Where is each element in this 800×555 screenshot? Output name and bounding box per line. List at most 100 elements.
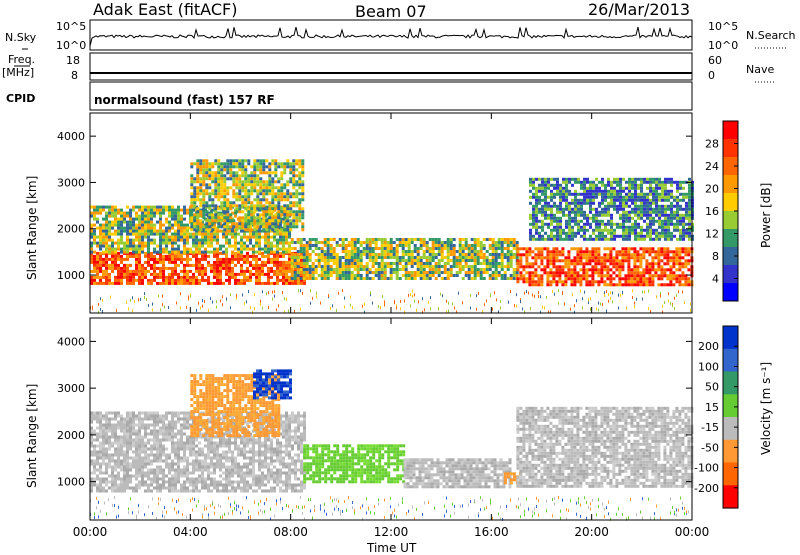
noise-cell [492, 308, 493, 311]
data-cell [147, 264, 150, 267]
data-cell [655, 214, 658, 217]
data-cell [486, 238, 489, 241]
data-cell [259, 225, 262, 228]
noise-cell [102, 299, 103, 302]
data-cell [447, 268, 450, 271]
data-cell [120, 255, 123, 258]
data-cell [583, 193, 586, 196]
data-cell [522, 265, 525, 268]
data-cell [456, 274, 459, 277]
data-cell [189, 251, 192, 254]
data-cell [390, 253, 393, 256]
data-cell [102, 472, 105, 475]
data-cell [258, 242, 261, 245]
data-cell [228, 282, 231, 285]
data-cell [372, 262, 375, 265]
data-cell [643, 199, 646, 202]
data-cell [150, 239, 153, 242]
data-cell [634, 220, 637, 223]
data-cell [550, 190, 553, 193]
data-cell [541, 211, 544, 214]
data-cell [607, 196, 610, 199]
data-cell [105, 430, 108, 433]
data-cell [192, 245, 195, 248]
data-cell [589, 235, 592, 238]
data-cell [259, 180, 262, 183]
data-cell [607, 214, 610, 217]
data-cell [642, 283, 645, 286]
data-cell [108, 430, 111, 433]
data-cell [673, 181, 676, 184]
noise-cell [508, 301, 509, 304]
data-cell [283, 225, 286, 228]
data-cell [501, 277, 504, 280]
data-cell [190, 180, 193, 183]
data-cell [550, 211, 553, 214]
data-cell [213, 267, 216, 270]
data-cell [486, 265, 489, 268]
data-cell [249, 242, 252, 245]
data-cell [132, 230, 135, 233]
data-cell [235, 204, 238, 207]
noise-cell [404, 300, 405, 303]
data-cell [507, 244, 510, 247]
data-cell [544, 184, 547, 187]
data-cell [147, 227, 150, 230]
data-cell [234, 252, 237, 255]
data-cell [226, 207, 229, 210]
data-cell [541, 235, 544, 238]
data-cell [637, 199, 640, 202]
data-cell [96, 463, 99, 466]
noise-cell [330, 307, 331, 310]
data-cell [411, 250, 414, 253]
data-cell [586, 193, 589, 196]
data-cell [265, 228, 268, 231]
data-cell [607, 232, 610, 235]
data-cell [498, 262, 501, 265]
data-cell [633, 250, 636, 253]
data-cell [234, 248, 237, 251]
data-cell [279, 236, 282, 239]
data-cell [168, 282, 171, 285]
data-cell [549, 283, 552, 286]
data-cell [619, 178, 622, 181]
data-cell [438, 262, 441, 265]
data-cell [336, 253, 339, 256]
data-cell [354, 265, 357, 268]
data-cell [571, 199, 574, 202]
data-cell [162, 267, 165, 270]
data-cell [232, 162, 235, 165]
data-cell [277, 213, 280, 216]
data-cell [547, 235, 550, 238]
colorbar-segment [723, 283, 738, 302]
data-cell [138, 224, 141, 227]
data-cell [327, 250, 330, 253]
data-cell [285, 233, 288, 236]
data-cell [594, 247, 597, 250]
noise-cell [538, 295, 539, 298]
data-cell [450, 247, 453, 250]
data-cell [643, 193, 646, 196]
data-cell [420, 259, 423, 262]
data-cell [613, 205, 616, 208]
data-cell [450, 271, 453, 274]
noise-cell [286, 298, 287, 301]
data-cell [411, 256, 414, 259]
data-cell [357, 277, 360, 280]
data-cell [138, 218, 141, 221]
data-cell [559, 184, 562, 187]
data-cell [432, 274, 435, 277]
noise-cell [532, 294, 533, 297]
data-cell [267, 251, 270, 254]
data-cell [682, 235, 685, 238]
data-cell [195, 248, 198, 251]
data-cell [199, 222, 202, 225]
data-cell [138, 221, 141, 224]
data-cell [583, 202, 586, 205]
data-cell [678, 262, 681, 265]
noise-cell [350, 296, 351, 299]
noise-cell [446, 300, 447, 303]
data-cell [102, 242, 105, 245]
data-cell [609, 274, 612, 277]
data-cell [219, 273, 222, 276]
